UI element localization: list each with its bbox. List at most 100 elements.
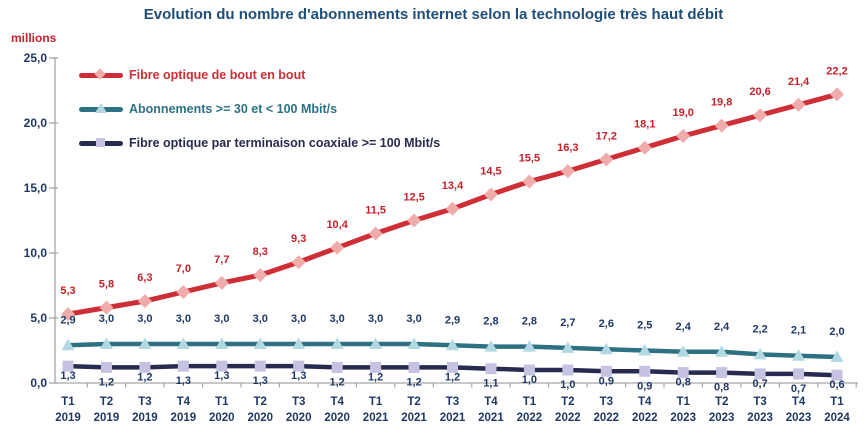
x-tick-year-label: 2020 (324, 412, 350, 424)
data-point-square-marker (677, 367, 689, 379)
x-tick-quarter-label: T2 (561, 396, 574, 408)
data-point-square-marker (754, 368, 766, 380)
x-tick-year-label: 2024 (824, 412, 850, 424)
data-label-series-0: 19,8 (711, 97, 732, 109)
data-label-series-0: 19,0 (672, 107, 693, 119)
data-point-triangle-marker (753, 347, 767, 360)
x-tick-year-label: 2022 (517, 412, 543, 424)
data-point-diamond-marker (291, 255, 306, 270)
data-label-series-2: 0,6 (829, 379, 844, 391)
legend-item-abonnements-30-100: Abonnements >= 30 et < 100 Mbit/s (79, 100, 440, 118)
data-point-triangle-marker (792, 349, 806, 361)
data-label-series-0: 20,6 (749, 86, 770, 98)
data-point-square-marker (370, 361, 382, 373)
data-label-series-2: 1,3 (60, 370, 75, 382)
data-point-diamond-marker (522, 174, 537, 189)
data-point-diamond-marker (445, 201, 460, 216)
data-label-series-0: 16,3 (557, 142, 578, 154)
data-point-diamond-marker (714, 118, 729, 133)
data-label-series-2: 1,3 (176, 375, 191, 387)
y-axis-unit-label: millions (11, 31, 57, 45)
data-label-series-0: 14,5 (480, 166, 501, 178)
data-label-series-0: 18,1 (634, 119, 655, 131)
data-label-series-2: 1,2 (137, 371, 152, 383)
data-label-series-2: 1,1 (483, 378, 498, 390)
data-point-diamond-marker (99, 300, 114, 315)
x-tick-year-label: 2023 (747, 412, 773, 424)
data-label-series-1: 3,0 (368, 313, 383, 325)
legend-item-fibre-optique: Fibre optique de bout en bout (79, 66, 440, 84)
chart-title: Evolution du nombre d'abonnements intern… (143, 6, 724, 23)
data-label-series-0: 21,4 (788, 76, 810, 88)
data-point-triangle-marker (407, 337, 421, 349)
data-point-square-marker (831, 369, 843, 381)
x-tick-quarter-label: T4 (330, 396, 344, 408)
data-point-square-marker (331, 361, 343, 373)
data-label-series-2: 0,9 (599, 375, 614, 387)
legend-label: Abonnements >= 30 et < 100 Mbit/s (129, 102, 338, 116)
y-tick-label: 15,0 (24, 181, 48, 195)
data-label-series-1: 3,0 (291, 313, 306, 325)
data-point-square-marker (216, 360, 228, 372)
data-label-series-1: 2,8 (483, 316, 498, 328)
data-label-series-2: 0,8 (714, 382, 729, 394)
data-point-triangle-marker (330, 337, 344, 349)
data-point-diamond-marker (753, 108, 768, 123)
data-label-series-2: 0,9 (637, 380, 652, 392)
data-point-triangle-marker (176, 337, 190, 349)
data-label-series-2: 1,0 (522, 374, 537, 386)
data-point-square-marker (62, 360, 74, 372)
data-point-triangle-marker (638, 344, 652, 356)
y-tick-label: 0,0 (30, 376, 47, 390)
data-label-series-1: 2,1 (791, 325, 806, 337)
data-label-series-0: 5,8 (99, 279, 114, 291)
x-tick-year-label: 2020 (247, 412, 273, 424)
data-point-diamond-marker (176, 285, 191, 299)
data-label-series-1: 2,0 (829, 326, 844, 338)
data-point-diamond-marker (676, 129, 691, 143)
data-label-series-0: 12,5 (403, 192, 424, 204)
data-point-square-marker (139, 361, 151, 373)
x-tick-year-label: 2022 (632, 412, 658, 424)
data-label-series-0: 13,4 (442, 180, 464, 192)
data-point-square-marker (793, 368, 805, 380)
data-point-diamond-marker (61, 307, 75, 322)
data-point-diamond-marker (214, 275, 229, 290)
data-point-diamond-marker (791, 97, 806, 112)
x-tick-year-label: 2020 (209, 412, 235, 424)
data-point-triangle-marker (830, 350, 844, 362)
data-point-triangle-marker (253, 337, 267, 349)
data-label-series-2: 1,3 (291, 370, 306, 382)
data-label-series-0: 5,3 (60, 285, 75, 297)
data-point-triangle-marker (715, 345, 729, 357)
x-tick-quarter-label: T2 (254, 396, 267, 408)
data-label-series-0: 15,5 (519, 153, 540, 165)
x-tick-quarter-label: T3 (753, 396, 766, 408)
x-tick-year-label: 2023 (786, 412, 812, 424)
data-label-series-1: 3,0 (99, 313, 114, 325)
x-tick-quarter-label: T4 (177, 396, 191, 408)
data-point-triangle-marker (99, 337, 113, 349)
x-tick-quarter-label: T1 (215, 396, 229, 408)
data-label-series-2: 0,7 (752, 378, 767, 390)
data-label-series-1: 2,8 (522, 316, 537, 328)
x-tick-year-label: 2019 (171, 412, 197, 424)
x-tick-quarter-label: T3 (446, 396, 459, 408)
data-label-series-1: 2,9 (60, 314, 75, 326)
data-label-series-0: 8,3 (253, 246, 268, 258)
data-point-triangle-marker (446, 338, 459, 351)
x-tick-year-label: 2022 (594, 412, 620, 424)
data-label-series-1: 3,0 (176, 313, 191, 325)
data-point-diamond-marker (368, 226, 383, 241)
data-label-series-2: 1,2 (368, 371, 383, 383)
square-marker-icon (96, 138, 105, 147)
data-point-square-marker (523, 364, 535, 376)
diamond-marker-icon (94, 68, 106, 80)
data-label-series-2: 0,8 (676, 377, 691, 389)
data-label-series-1: 2,6 (599, 318, 614, 330)
data-label-series-0: 17,2 (596, 130, 617, 142)
data-point-diamond-marker (137, 294, 152, 309)
data-point-triangle-marker (561, 341, 575, 353)
data-point-square-marker (639, 365, 651, 377)
